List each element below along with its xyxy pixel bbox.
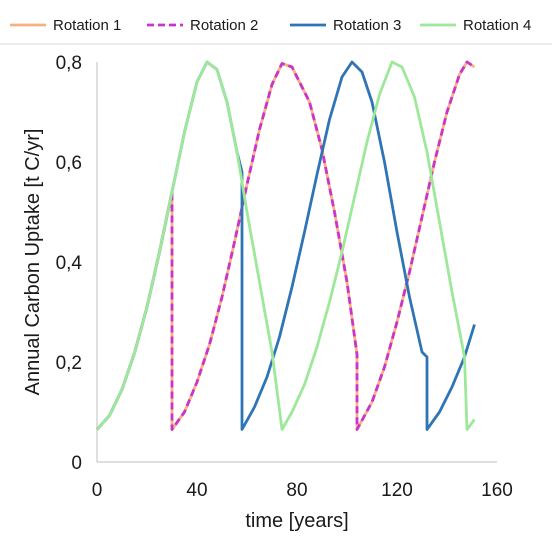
x-tick-label: 0 (92, 480, 103, 501)
y-tick-label: 0,8 (56, 53, 82, 74)
series-line-rotation-4 (95, 60, 476, 431)
legend-label: Rotation 1 (53, 17, 121, 34)
axes (96, 62, 497, 463)
legend-label: Rotation 2 (190, 17, 258, 34)
series-lines (95, 60, 476, 431)
legend-label: Rotation 3 (333, 17, 401, 34)
y-axis-title: Annual Carbon Uptake [t C/yr] (22, 129, 44, 396)
x-tick-label: 120 (381, 480, 413, 501)
y-tick-label: 0,4 (56, 253, 83, 274)
y-tick-label: 0,6 (56, 153, 82, 174)
x-tick-label: 40 (186, 480, 207, 501)
legend-label: Rotation 4 (463, 17, 531, 34)
x-tick-label: 160 (481, 480, 513, 501)
x-axis-title: time [years] (245, 510, 348, 532)
legend: Rotation 1 Rotation 2 Rotation 3 Rotation 4 (0, 17, 552, 45)
y-tick-label: 0,2 (56, 353, 82, 374)
x-tick-label: 80 (286, 480, 307, 501)
x-tick-labels: 0 40 80 120 160 (92, 480, 513, 501)
y-tick-label: 0 (71, 453, 82, 474)
y-tick-labels: 0 0,2 0,4 0,6 0,8 (56, 53, 83, 474)
